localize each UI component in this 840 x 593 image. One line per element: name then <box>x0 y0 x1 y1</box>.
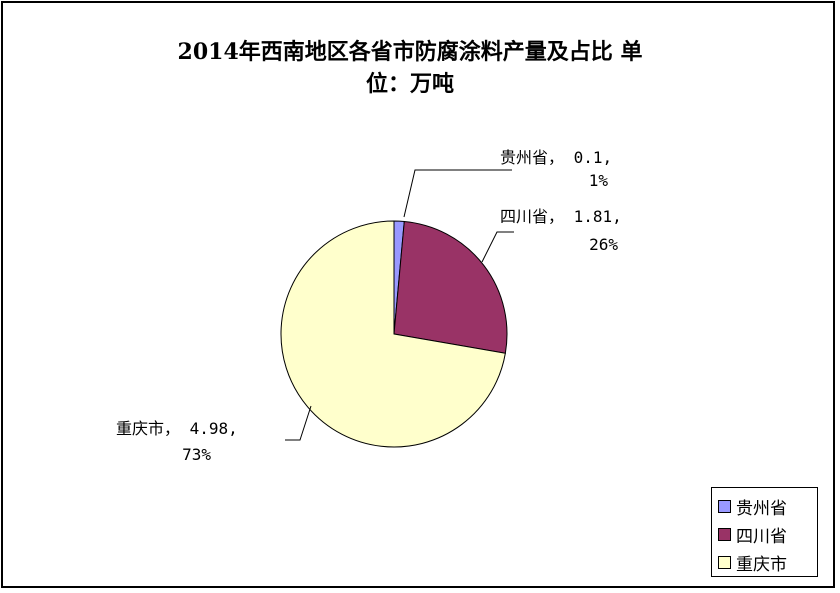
data-label-chongqing-line-2: 73% <box>182 445 211 464</box>
chart-title: 2014年西南地区各省市防腐涂料产量及占比 单 位：万吨 <box>0 36 820 100</box>
data-label-guizhou-line-1: 贵州省， 0.1, <box>500 148 612 167</box>
leader-line-sichuan <box>481 231 514 263</box>
legend-label-chongqing: 重庆市 <box>736 554 787 575</box>
legend-label-sichuan: 四川省 <box>736 526 787 547</box>
legend: 贵州省 四川省 重庆市 <box>711 487 818 577</box>
leader-line-chongqing <box>285 405 312 441</box>
data-label-guizhou-line-2: 1% <box>589 171 609 190</box>
legend-item-guizhou: 贵州省 <box>718 492 817 520</box>
pie-slice-chongqing <box>280 220 506 448</box>
legend-swatch-chongqing <box>718 555 731 569</box>
data-label-sichuan-line-2: 26% <box>589 235 618 254</box>
legend-item-chongqing: 重庆市 <box>718 548 817 576</box>
chart-title-line-1: 2014年西南地区各省市防腐涂料产量及占比 单 <box>177 39 643 65</box>
leader-line-guizhou <box>403 169 512 218</box>
legend-label-guizhou: 贵州省 <box>736 498 787 519</box>
data-label-chongqing-line-1: 重庆市， 4.98, <box>116 419 238 438</box>
data-label-sichuan-line-1: 四川省， 1.81, <box>500 207 622 226</box>
legend-swatch-sichuan <box>718 527 731 541</box>
legend-item-sichuan: 四川省 <box>718 520 817 548</box>
pie-slice-sichuan <box>393 220 508 354</box>
legend-swatch-guizhou <box>718 499 731 513</box>
chart-title-line-2: 位：万吨 <box>365 71 454 97</box>
